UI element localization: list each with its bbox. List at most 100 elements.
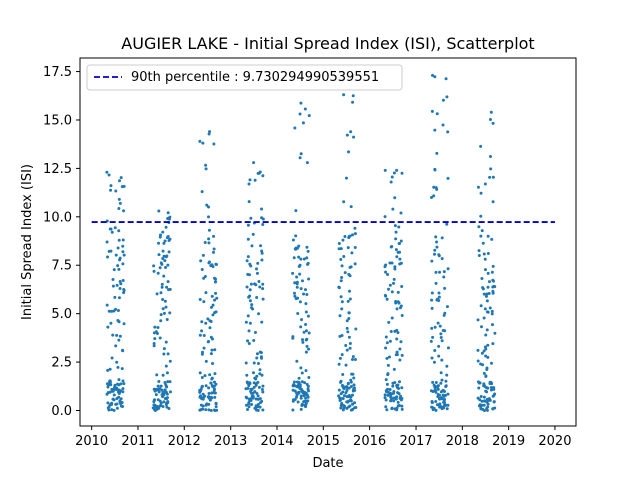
data-point xyxy=(388,283,392,287)
data-point xyxy=(400,171,404,175)
data-point xyxy=(294,209,298,213)
data-point xyxy=(111,278,115,282)
data-point xyxy=(442,400,446,404)
data-point xyxy=(344,343,348,347)
legend-label: 90th percentile : 9.730294990539551 xyxy=(131,70,379,85)
data-point xyxy=(434,270,438,274)
data-point xyxy=(212,247,216,251)
data-point xyxy=(390,407,394,411)
data-point xyxy=(294,234,298,238)
y-tick-label: 7.5 xyxy=(51,259,72,274)
data-point xyxy=(395,168,399,172)
data-point xyxy=(248,321,252,325)
data-point xyxy=(206,340,210,344)
data-point xyxy=(435,112,439,116)
data-point xyxy=(485,366,489,370)
data-point xyxy=(486,343,490,347)
data-point xyxy=(121,348,125,352)
data-point xyxy=(391,384,395,388)
data-point xyxy=(117,296,121,300)
data-point xyxy=(399,239,403,243)
data-point xyxy=(207,241,211,245)
data-point xyxy=(299,257,303,261)
data-point xyxy=(480,277,484,281)
x-tick-label: 2020 xyxy=(538,434,571,449)
data-point xyxy=(347,335,351,339)
data-point xyxy=(347,150,351,154)
data-point xyxy=(200,267,204,271)
data-point xyxy=(248,288,252,292)
data-point xyxy=(205,203,209,207)
data-point xyxy=(352,376,356,380)
data-point xyxy=(158,266,162,270)
data-point xyxy=(438,324,442,328)
data-point xyxy=(212,387,216,391)
y-tick-label: 2.5 xyxy=(51,356,72,371)
data-point xyxy=(391,381,395,385)
data-point xyxy=(481,241,485,245)
legend-box xyxy=(86,64,403,91)
data-point xyxy=(165,317,169,321)
data-point xyxy=(160,282,164,286)
data-point xyxy=(294,246,298,250)
data-point xyxy=(306,399,310,403)
data-point xyxy=(117,378,121,382)
data-point xyxy=(107,249,111,253)
data-point xyxy=(436,321,440,325)
data-point xyxy=(256,380,260,384)
data-point xyxy=(246,408,250,412)
data-point xyxy=(111,284,115,288)
data-point xyxy=(385,356,389,360)
data-point xyxy=(440,407,444,411)
data-point xyxy=(488,175,492,179)
data-point xyxy=(167,239,171,243)
data-point xyxy=(159,384,163,388)
data-point xyxy=(481,363,485,367)
data-point xyxy=(295,275,299,279)
data-point xyxy=(389,399,393,403)
data-point xyxy=(352,383,356,387)
data-point xyxy=(115,333,119,337)
data-point xyxy=(399,261,403,265)
data-point xyxy=(121,379,125,383)
data-point xyxy=(122,184,126,188)
data-point xyxy=(246,237,250,241)
data-point xyxy=(394,301,398,305)
data-point xyxy=(307,376,311,380)
data-point xyxy=(293,126,297,130)
data-point xyxy=(106,255,110,259)
data-point xyxy=(212,380,216,384)
data-point xyxy=(121,244,125,248)
data-point xyxy=(153,398,157,402)
data-point xyxy=(107,173,111,177)
data-point xyxy=(213,408,217,412)
data-point xyxy=(202,333,206,337)
data-point xyxy=(210,305,213,309)
data-point xyxy=(433,349,437,353)
data-point xyxy=(202,300,206,304)
data-point xyxy=(437,354,441,358)
data-point xyxy=(396,391,400,395)
data-point xyxy=(158,399,162,403)
data-point xyxy=(201,141,205,145)
data-point xyxy=(305,337,309,341)
data-point xyxy=(337,286,341,290)
data-point xyxy=(443,286,447,290)
data-point xyxy=(256,261,260,265)
data-point xyxy=(446,267,450,271)
data-point xyxy=(340,307,344,311)
data-point xyxy=(249,282,253,286)
data-point xyxy=(489,386,493,389)
data-point xyxy=(432,406,436,410)
data-point xyxy=(337,247,341,251)
data-point xyxy=(491,200,495,204)
data-point xyxy=(483,257,487,261)
data-point xyxy=(156,325,160,329)
data-point xyxy=(491,289,495,293)
data-point xyxy=(117,207,121,210)
x-tick-label: 2015 xyxy=(307,434,340,449)
data-point xyxy=(484,374,488,378)
data-point xyxy=(247,200,251,204)
data-point xyxy=(255,392,259,396)
data-point xyxy=(298,386,302,390)
